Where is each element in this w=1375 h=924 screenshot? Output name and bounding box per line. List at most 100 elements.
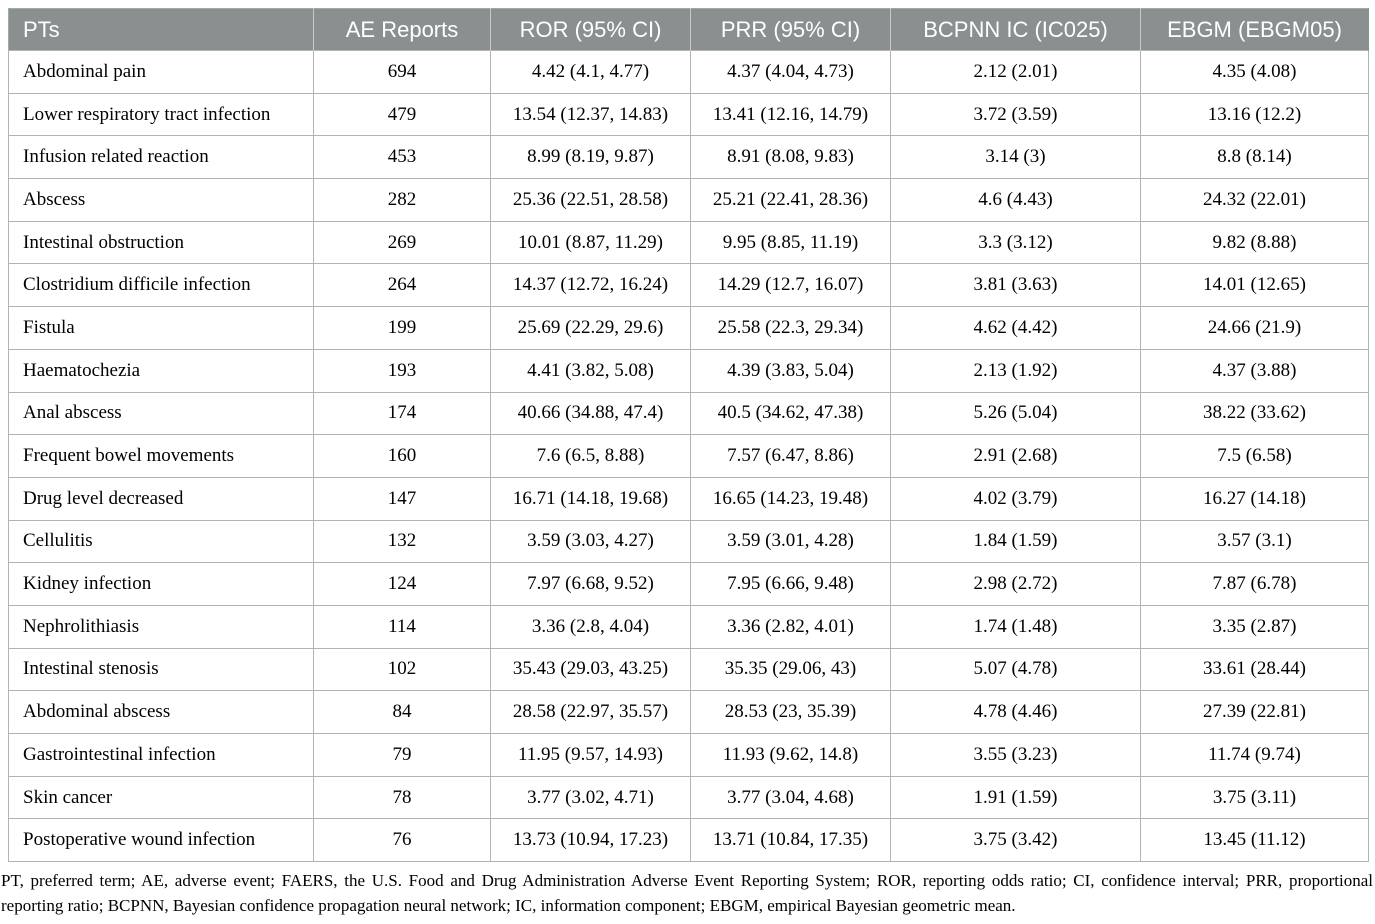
cell-ae: 269 (313, 220, 491, 265)
cell-prr: 25.58 (22.3, 29.34) (690, 306, 891, 350)
cell-ae: 193 (313, 348, 491, 393)
cell-ae: 78 (313, 775, 491, 820)
cell-pt: Drug level decreased (8, 476, 314, 521)
cell-ae: 84 (313, 690, 491, 734)
cell-ae: 102 (313, 647, 491, 692)
cell-ae: 79 (313, 733, 491, 777)
table-row: Anal abscess 174 40.66 (34.88, 47.4) 40.5 (… (8, 391, 1369, 436)
cell-ae: 282 (313, 178, 491, 222)
table-row: Kidney infection 124 7.97 (6.68, 9.52) 7.95… (8, 562, 1369, 606)
cell-prr: 16.65 (14.23, 19.48) (690, 476, 891, 521)
cell-ae: 76 (313, 818, 491, 863)
table-row: Clostridium difficile infection 264 14.37 … (8, 263, 1369, 308)
cell-ae: 479 (313, 92, 491, 137)
table-row: Drug level decreased 147 16.71 (14.18, 19.… (8, 476, 1369, 521)
cell-ror: 28.58 (22.97, 35.57) (490, 690, 691, 734)
table-header: PTs AE Reports ROR (95% CI) PRR (95% CI) BCP… (8, 8, 1369, 51)
cell-prr: 3.77 (3.04, 4.68) (690, 775, 891, 820)
table-row: Abdominal abscess 84 28.58 (22.97, 35.57) 2… (8, 690, 1369, 734)
cell-prr: 14.29 (12.7, 16.07) (690, 263, 891, 308)
cell-pt: Nephrolithiasis (8, 604, 314, 649)
cell-prr: 9.95 (8.85, 11.19) (690, 220, 891, 265)
table-row: Intestinal stenosis 102 35.43 (29.03, 43.2… (8, 647, 1369, 692)
cell-ror: 13.54 (12.37, 14.83) (490, 92, 691, 137)
cell-ae: 160 (313, 434, 491, 478)
cell-bcpnn: 3.72 (3.59) (890, 92, 1141, 137)
cell-bcpnn: 4.62 (4.42) (890, 306, 1141, 350)
table-row: Skin cancer 78 3.77 (3.02, 4.71) 3.77 (3.04… (8, 775, 1369, 820)
cell-ae: 453 (313, 135, 491, 180)
cell-pt: Haematochezia (8, 348, 314, 393)
cell-ror: 40.66 (34.88, 47.4) (490, 391, 691, 436)
cell-ebgm: 13.16 (12.2) (1140, 92, 1369, 137)
cell-ebgm: 33.61 (28.44) (1140, 647, 1369, 692)
cell-prr: 25.21 (22.41, 28.36) (690, 178, 891, 222)
cell-bcpnn: 2.91 (2.68) (890, 434, 1141, 478)
cell-ebgm: 24.32 (22.01) (1140, 178, 1369, 222)
cell-ebgm: 38.22 (33.62) (1140, 391, 1369, 436)
column-header-prr: PRR (95% CI) (690, 8, 891, 51)
cell-ae: 694 (313, 50, 491, 94)
cell-ror: 35.43 (29.03, 43.25) (490, 647, 691, 692)
cell-pt: Frequent bowel movements (8, 434, 314, 478)
table-row: Gastrointestinal infection 79 11.95 (9.57,… (8, 733, 1369, 777)
cell-ebgm: 3.35 (2.87) (1140, 604, 1369, 649)
table-row: Cellulitis 132 3.59 (3.03, 4.27) 3.59 (3.01… (8, 519, 1369, 564)
cell-pt: Skin cancer (8, 775, 314, 820)
cell-pt: Cellulitis (8, 519, 314, 564)
cell-bcpnn: 3.3 (3.12) (890, 220, 1141, 265)
cell-ror: 4.41 (3.82, 5.08) (490, 348, 691, 393)
adverse-events-table-container: PTs AE Reports ROR (95% CI) PRR (95% CI) BCP… (8, 8, 1369, 863)
cell-pt: Postoperative wound infection (8, 818, 314, 863)
cell-ror: 4.42 (4.1, 4.77) (490, 50, 691, 94)
cell-ebgm: 24.66 (21.9) (1140, 306, 1369, 350)
cell-ebgm: 3.57 (3.1) (1140, 519, 1369, 564)
table-row: Frequent bowel movements 160 7.6 (6.5, 8.8… (8, 434, 1369, 478)
cell-prr: 3.59 (3.01, 4.28) (690, 519, 891, 564)
cell-prr: 7.57 (6.47, 8.86) (690, 434, 891, 478)
cell-bcpnn: 5.07 (4.78) (890, 647, 1141, 692)
table-row: Abdominal pain 694 4.42 (4.1, 4.77) 4.37 (4… (8, 50, 1369, 94)
cell-ror: 25.36 (22.51, 28.58) (490, 178, 691, 222)
cell-ror: 7.97 (6.68, 9.52) (490, 562, 691, 606)
cell-pt: Gastrointestinal infection (8, 733, 314, 777)
cell-ror: 10.01 (8.87, 11.29) (490, 220, 691, 265)
cell-ae: 132 (313, 519, 491, 564)
cell-prr: 8.91 (8.08, 9.83) (690, 135, 891, 180)
cell-prr: 13.41 (12.16, 14.79) (690, 92, 891, 137)
table-footnote: PT, preferred term; AE, adverse event; F… (1, 871, 1373, 915)
cell-ebgm: 16.27 (14.18) (1140, 476, 1369, 521)
cell-pt: Infusion related reaction (8, 135, 314, 180)
cell-ror: 7.6 (6.5, 8.88) (490, 434, 691, 478)
cell-ror: 3.77 (3.02, 4.71) (490, 775, 691, 820)
cell-prr: 4.37 (4.04, 4.73) (690, 50, 891, 94)
cell-ror: 16.71 (14.18, 19.68) (490, 476, 691, 521)
cell-bcpnn: 2.12 (2.01) (890, 50, 1141, 94)
cell-pt: Intestinal obstruction (8, 220, 314, 265)
adverse-events-signal-table: PTs AE Reports ROR (95% CI) PRR (95% CI) BCP… (8, 8, 1369, 863)
cell-ebgm: 7.5 (6.58) (1140, 434, 1369, 478)
cell-ebgm: 7.87 (6.78) (1140, 562, 1369, 606)
cell-ror: 25.69 (22.29, 29.6) (490, 306, 691, 350)
table-body: Abdominal pain 694 4.42 (4.1, 4.77) 4.37 (4… (8, 50, 1369, 863)
cell-bcpnn: 4.78 (4.46) (890, 690, 1141, 734)
cell-bcpnn: 2.13 (1.92) (890, 348, 1141, 393)
cell-prr: 13.71 (10.84, 17.35) (690, 818, 891, 863)
cell-prr: 35.35 (29.06, 43) (690, 647, 891, 692)
cell-prr: 4.39 (3.83, 5.04) (690, 348, 891, 393)
cell-bcpnn: 5.26 (5.04) (890, 391, 1141, 436)
cell-bcpnn: 3.55 (3.23) (890, 733, 1141, 777)
cell-ror: 3.36 (2.8, 4.04) (490, 604, 691, 649)
cell-pt: Kidney infection (8, 562, 314, 606)
table-row: Fistula 199 25.69 (22.29, 29.6) 25.58 (22.3… (8, 306, 1369, 350)
column-header-ae: AE Reports (313, 8, 491, 51)
cell-bcpnn: 4.6 (4.43) (890, 178, 1141, 222)
column-header-ror: ROR (95% CI) (490, 8, 691, 51)
cell-prr: 3.36 (2.82, 4.01) (690, 604, 891, 649)
header-row: PTs AE Reports ROR (95% CI) PRR (95% CI) BCP… (8, 8, 1369, 51)
cell-bcpnn: 1.84 (1.59) (890, 519, 1141, 564)
column-header-pt: PTs (8, 8, 314, 51)
table-row: Infusion related reaction 453 8.99 (8.19, … (8, 135, 1369, 180)
cell-bcpnn: 1.91 (1.59) (890, 775, 1141, 820)
cell-ebgm: 27.39 (22.81) (1140, 690, 1369, 734)
